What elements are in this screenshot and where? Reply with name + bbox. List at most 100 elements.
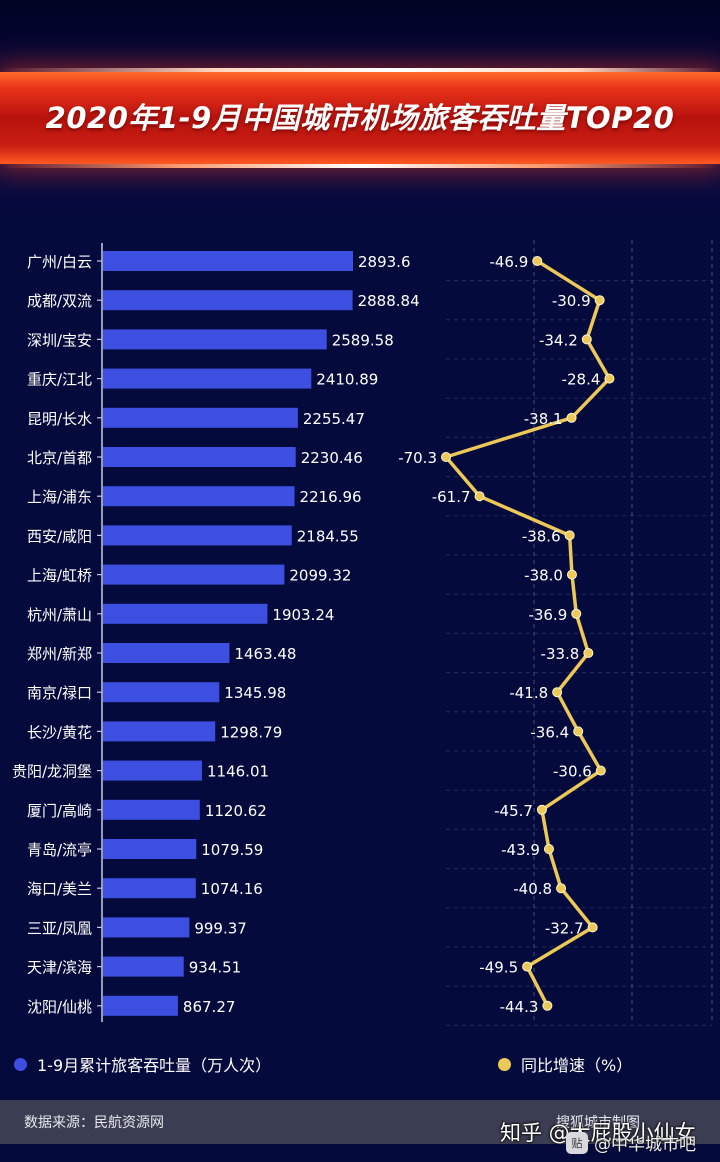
category-label: 上海/浦东 xyxy=(27,488,92,506)
growth-value-label: -32.7 xyxy=(545,919,584,937)
growth-point xyxy=(583,648,594,658)
bar-value-label: 2230.46 xyxy=(301,449,363,467)
legend-item-bar: 1-9月累计旅客吞吐量（万人次） xyxy=(14,1052,271,1076)
growth-point xyxy=(441,452,451,462)
banner-light-streak-bottom xyxy=(0,164,720,168)
growth-point xyxy=(536,804,547,815)
bar xyxy=(103,917,190,938)
bar xyxy=(103,564,285,585)
growth-point xyxy=(573,726,584,737)
growth-value-label: -30.6 xyxy=(553,763,592,781)
growth-point xyxy=(581,334,592,345)
category-label: 重庆/江北 xyxy=(27,371,92,389)
growth-point xyxy=(566,412,577,423)
chart-credit-text: 搜狐城市制图 xyxy=(556,1115,640,1131)
growth-value-label: -36.4 xyxy=(530,723,569,741)
bar xyxy=(103,290,353,311)
growth-value-label: -34.2 xyxy=(539,331,578,349)
bar xyxy=(103,760,203,781)
zhihu-watermark: 知乎 @大屁股小仙女 xyxy=(500,1112,696,1152)
category-label: 天津/滨海 xyxy=(27,959,92,977)
bar xyxy=(103,995,178,1016)
bar-value-label: 2410.89 xyxy=(316,371,378,389)
category-label: 沈阳/仙桃 xyxy=(27,998,92,1016)
legend: 1-9月累计旅客吞吐量（万人次） 同比增速（%） xyxy=(0,1040,720,1090)
category-label: 三亚/凤凰 xyxy=(27,919,92,937)
legend-marker-line xyxy=(498,1057,511,1071)
growth-point xyxy=(532,256,543,266)
growth-point xyxy=(595,765,606,776)
category-label: 上海/虹桥 xyxy=(27,567,92,585)
bar-value-label: 2893.6 xyxy=(358,253,411,271)
growth-value-label: -45.7 xyxy=(494,802,533,820)
data-source-text: 数据来源：民航资源网 xyxy=(24,1115,164,1131)
bar-value-label: 1120.62 xyxy=(205,802,267,820)
category-label: 青岛/流亭 xyxy=(27,841,92,859)
bar xyxy=(103,486,295,507)
category-label: 贵阳/龙洞堡 xyxy=(12,763,92,781)
growth-value-label: -36.9 xyxy=(528,606,567,624)
growth-point xyxy=(543,844,554,854)
growth-point xyxy=(552,687,563,698)
growth-value-label: -30.9 xyxy=(552,292,591,310)
growth-value-label: -61.7 xyxy=(432,488,471,506)
legend-marker-bar xyxy=(14,1057,27,1071)
category-label: 西安/咸阳 xyxy=(27,527,92,545)
bar xyxy=(103,643,230,663)
bar-value-label: 2099.32 xyxy=(289,567,351,585)
growth-value-label: -28.4 xyxy=(562,371,601,389)
growth-value-label: -33.8 xyxy=(541,645,580,663)
bar xyxy=(103,329,327,350)
category-label: 厦门/高崎 xyxy=(27,802,92,820)
category-label: 南京/禄口 xyxy=(27,684,92,702)
category-label: 长沙/黄花 xyxy=(27,723,92,741)
tieba-watermark-text: @中华城市吧 xyxy=(594,1135,696,1155)
growth-value-label: -38.6 xyxy=(522,527,561,545)
category-label: 郑州/新郑 xyxy=(27,645,92,663)
growth-point xyxy=(564,530,575,541)
bar-value-label: 1903.24 xyxy=(272,606,334,624)
bar-value-label: 999.37 xyxy=(194,919,247,937)
category-label: 北京/首都 xyxy=(27,449,92,467)
category-label: 海口/美兰 xyxy=(27,880,92,898)
bar-value-label: 934.51 xyxy=(189,959,242,977)
growth-value-label: -40.8 xyxy=(513,880,552,898)
growth-value-label: -38.1 xyxy=(524,410,563,428)
growth-line xyxy=(444,259,612,1007)
bar-value-label: 2184.55 xyxy=(297,527,359,545)
growth-value-label: -70.3 xyxy=(398,449,437,467)
category-label: 成都/双流 xyxy=(27,292,92,310)
bar xyxy=(103,956,184,977)
growth-value-label: -44.3 xyxy=(500,998,539,1016)
bar xyxy=(103,603,268,624)
title-banner: 2020年1-9月中国城市机场旅客吞吐量TOP20 xyxy=(0,68,720,168)
line-series: -46.9 -30.9 -34.2 -28.4 -38.1 -70.3 -61.7 -38.6… xyxy=(398,253,615,1016)
growth-value-label: -46.9 xyxy=(489,253,528,271)
growth-value-label: -41.8 xyxy=(509,684,548,702)
bar-value-label: 2216.96 xyxy=(300,488,362,506)
bar-value-label: 2589.58 xyxy=(332,331,394,349)
legend-label-line: 同比增速（%） xyxy=(521,1056,633,1075)
bar-value-label: 2255.47 xyxy=(303,410,365,428)
bar xyxy=(103,447,296,467)
growth-value-label: -49.5 xyxy=(479,959,518,977)
bar xyxy=(103,525,292,546)
chart-plot: 广州/白云 2893.6 成都/双流 2888.84 深圳/宝安 2589.58 重庆/江北… xyxy=(12,240,713,1026)
bar-value-label: 867.27 xyxy=(183,998,236,1016)
zhihu-watermark-text: 知乎 @大屁股小仙女 xyxy=(500,1121,696,1145)
bar-value-label: 1079.59 xyxy=(201,841,263,859)
growth-point xyxy=(474,491,485,502)
bar xyxy=(103,368,312,389)
legend-item-line: 同比增速（%） xyxy=(498,1052,632,1076)
bar xyxy=(103,878,196,899)
footer-bar: 数据来源：民航资源网 搜狐城市制图 xyxy=(0,1100,720,1144)
growth-point xyxy=(566,569,577,580)
banner-light-streak-top xyxy=(0,68,720,72)
bar-value-label: 1463.48 xyxy=(234,645,296,663)
chart-title: 2020年1-9月中国城市机场旅客吞吐量TOP20 xyxy=(45,101,675,135)
bar-value-label: 1298.79 xyxy=(220,723,282,741)
bar xyxy=(103,721,216,742)
growth-point xyxy=(587,922,598,933)
grid-lines xyxy=(446,240,713,1026)
category-label: 杭州/萧山 xyxy=(27,606,92,624)
